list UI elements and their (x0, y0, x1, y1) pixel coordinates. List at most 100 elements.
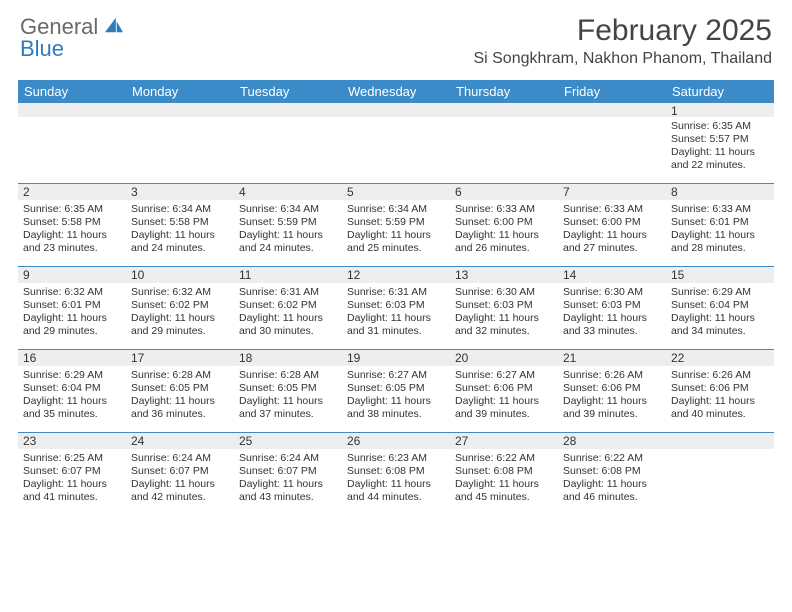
sunrise-line: Sunrise: 6:33 AM (455, 203, 553, 216)
daylight-line: Daylight: 11 hours and 43 minutes. (239, 478, 337, 504)
weekday-label: Tuesday (234, 80, 342, 103)
day-cell: Sunrise: 6:33 AMSunset: 6:01 PMDaylight:… (666, 200, 774, 266)
day-number: 21 (558, 350, 666, 366)
daynum-row: 16171819202122 (18, 349, 774, 366)
day-number: 6 (450, 184, 558, 200)
day-cell: Sunrise: 6:30 AMSunset: 6:03 PMDaylight:… (558, 283, 666, 349)
daylight-line: Daylight: 11 hours and 42 minutes. (131, 478, 229, 504)
sunset-line: Sunset: 5:57 PM (671, 133, 769, 146)
daynum-row: 232425262728 (18, 432, 774, 449)
brand-logo: General Blue (20, 14, 125, 62)
day-number: 24 (126, 433, 234, 449)
sunset-line: Sunset: 6:05 PM (347, 382, 445, 395)
sunrise-line: Sunrise: 6:31 AM (239, 286, 337, 299)
sunrise-line: Sunrise: 6:35 AM (23, 203, 121, 216)
brand-name-2: Blue (20, 36, 125, 62)
day-number: 9 (18, 267, 126, 283)
day-cell: Sunrise: 6:31 AMSunset: 6:03 PMDaylight:… (342, 283, 450, 349)
day-number: 13 (450, 267, 558, 283)
sunrise-line: Sunrise: 6:22 AM (563, 452, 661, 465)
sunset-line: Sunset: 6:04 PM (671, 299, 769, 312)
location-subtitle: Si Songkhram, Nakhon Phanom, Thailand (473, 50, 772, 68)
sunrise-line: Sunrise: 6:26 AM (563, 369, 661, 382)
day-number (666, 433, 774, 449)
sunrise-line: Sunrise: 6:34 AM (131, 203, 229, 216)
daylight-line: Daylight: 11 hours and 32 minutes. (455, 312, 553, 338)
daynum-row: 2345678 (18, 183, 774, 200)
weekday-label: Saturday (666, 80, 774, 103)
day-cell: Sunrise: 6:33 AMSunset: 6:00 PMDaylight:… (450, 200, 558, 266)
day-cell: Sunrise: 6:24 AMSunset: 6:07 PMDaylight:… (234, 449, 342, 515)
sunset-line: Sunset: 6:02 PM (131, 299, 229, 312)
sunset-line: Sunset: 6:03 PM (563, 299, 661, 312)
sunset-line: Sunset: 6:07 PM (239, 465, 337, 478)
day-cell: Sunrise: 6:22 AMSunset: 6:08 PMDaylight:… (558, 449, 666, 515)
day-number: 17 (126, 350, 234, 366)
day-number: 26 (342, 433, 450, 449)
day-cell: Sunrise: 6:23 AMSunset: 6:08 PMDaylight:… (342, 449, 450, 515)
sunset-line: Sunset: 6:06 PM (455, 382, 553, 395)
daylight-line: Daylight: 11 hours and 37 minutes. (239, 395, 337, 421)
daylight-line: Daylight: 11 hours and 33 minutes. (563, 312, 661, 338)
week-row: Sunrise: 6:29 AMSunset: 6:04 PMDaylight:… (18, 366, 774, 432)
sunrise-line: Sunrise: 6:29 AM (671, 286, 769, 299)
day-number: 4 (234, 184, 342, 200)
day-cell: Sunrise: 6:25 AMSunset: 6:07 PMDaylight:… (18, 449, 126, 515)
day-cell: Sunrise: 6:26 AMSunset: 6:06 PMDaylight:… (666, 366, 774, 432)
day-cell: Sunrise: 6:26 AMSunset: 6:06 PMDaylight:… (558, 366, 666, 432)
empty-cell (666, 449, 774, 515)
daylight-line: Daylight: 11 hours and 35 minutes. (23, 395, 121, 421)
sunset-line: Sunset: 6:08 PM (455, 465, 553, 478)
day-cell: Sunrise: 6:28 AMSunset: 6:05 PMDaylight:… (126, 366, 234, 432)
weekday-label: Sunday (18, 80, 126, 103)
daylight-line: Daylight: 11 hours and 41 minutes. (23, 478, 121, 504)
sunset-line: Sunset: 5:58 PM (23, 216, 121, 229)
daylight-line: Daylight: 11 hours and 29 minutes. (23, 312, 121, 338)
daynum-row: 9101112131415 (18, 266, 774, 283)
daylight-line: Daylight: 11 hours and 31 minutes. (347, 312, 445, 338)
empty-cell (126, 117, 234, 183)
day-cell: Sunrise: 6:22 AMSunset: 6:08 PMDaylight:… (450, 449, 558, 515)
day-cell: Sunrise: 6:34 AMSunset: 5:58 PMDaylight:… (126, 200, 234, 266)
day-number: 19 (342, 350, 450, 366)
brand-text: General Blue (20, 14, 125, 62)
day-number: 10 (126, 267, 234, 283)
week-row: Sunrise: 6:32 AMSunset: 6:01 PMDaylight:… (18, 283, 774, 349)
day-cell: Sunrise: 6:34 AMSunset: 5:59 PMDaylight:… (234, 200, 342, 266)
sunset-line: Sunset: 5:59 PM (239, 216, 337, 229)
sunrise-line: Sunrise: 6:34 AM (347, 203, 445, 216)
day-number: 20 (450, 350, 558, 366)
day-number: 3 (126, 184, 234, 200)
day-number: 2 (18, 184, 126, 200)
daylight-line: Daylight: 11 hours and 44 minutes. (347, 478, 445, 504)
sunrise-line: Sunrise: 6:27 AM (347, 369, 445, 382)
day-cell: Sunrise: 6:27 AMSunset: 6:05 PMDaylight:… (342, 366, 450, 432)
day-cell: Sunrise: 6:35 AMSunset: 5:58 PMDaylight:… (18, 200, 126, 266)
weekday-label: Wednesday (342, 80, 450, 103)
weekday-label: Thursday (450, 80, 558, 103)
daylight-line: Daylight: 11 hours and 22 minutes. (671, 146, 769, 172)
sunset-line: Sunset: 6:01 PM (671, 216, 769, 229)
day-cell: Sunrise: 6:33 AMSunset: 6:00 PMDaylight:… (558, 200, 666, 266)
sunrise-line: Sunrise: 6:24 AM (239, 452, 337, 465)
sunset-line: Sunset: 6:06 PM (563, 382, 661, 395)
sunset-line: Sunset: 6:08 PM (563, 465, 661, 478)
daylight-line: Daylight: 11 hours and 45 minutes. (455, 478, 553, 504)
daylight-line: Daylight: 11 hours and 24 minutes. (239, 229, 337, 255)
day-number: 12 (342, 267, 450, 283)
day-number: 16 (18, 350, 126, 366)
sunrise-line: Sunrise: 6:27 AM (455, 369, 553, 382)
header: General Blue February 2025 Si Songkhram,… (0, 0, 792, 74)
daylight-line: Daylight: 11 hours and 46 minutes. (563, 478, 661, 504)
day-number: 25 (234, 433, 342, 449)
day-cell: Sunrise: 6:32 AMSunset: 6:01 PMDaylight:… (18, 283, 126, 349)
sunrise-line: Sunrise: 6:31 AM (347, 286, 445, 299)
sunrise-line: Sunrise: 6:32 AM (131, 286, 229, 299)
daylight-line: Daylight: 11 hours and 27 minutes. (563, 229, 661, 255)
week-row: Sunrise: 6:25 AMSunset: 6:07 PMDaylight:… (18, 449, 774, 515)
sunrise-line: Sunrise: 6:29 AM (23, 369, 121, 382)
day-cell: Sunrise: 6:31 AMSunset: 6:02 PMDaylight:… (234, 283, 342, 349)
daylight-line: Daylight: 11 hours and 38 minutes. (347, 395, 445, 421)
daylight-line: Daylight: 11 hours and 28 minutes. (671, 229, 769, 255)
day-number: 23 (18, 433, 126, 449)
